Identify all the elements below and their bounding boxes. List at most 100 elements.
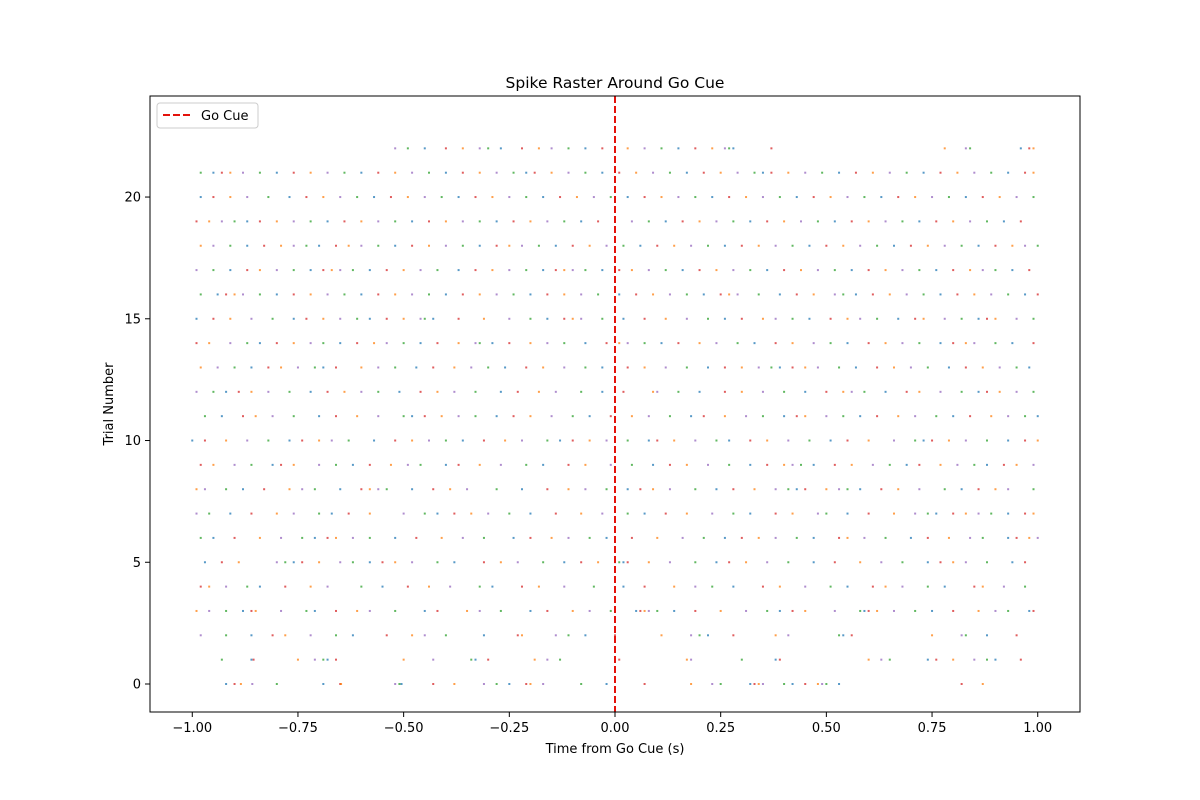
spike-marker [787,561,790,564]
spike-marker [246,439,249,442]
chart-title: Spike Raster Around Go Cue [506,74,725,92]
spike-marker [622,244,625,247]
spike-marker [225,634,228,637]
spike-marker [605,342,608,345]
spike-marker [343,390,346,393]
spike-marker [969,536,972,539]
x-tick-label: 0.25 [706,721,735,736]
spike-marker [288,439,291,442]
spike-marker [250,366,253,369]
spike-marker [825,488,828,491]
spike-marker [394,366,397,369]
spike-marker [630,463,633,466]
spike-marker [275,269,278,272]
spike-marker [478,585,481,588]
spike-marker [774,658,777,661]
spike-marker [567,536,570,539]
spike-marker [740,366,743,369]
spike-marker [271,463,274,466]
spike-marker [1024,293,1027,296]
spike-marker [292,463,295,466]
spike-marker [499,609,502,612]
spike-marker [377,415,380,418]
spike-marker [825,415,828,418]
spike-marker [292,293,295,296]
spike-marker [296,366,299,369]
spike-marker [381,561,384,564]
spike-marker [542,196,545,199]
spike-marker [449,585,452,588]
spike-marker [250,463,253,466]
spike-marker [783,390,786,393]
spike-marker [343,171,346,174]
spike-marker [212,463,215,466]
spike-marker [774,536,777,539]
spike-marker [745,415,748,418]
spike-marker [537,585,540,588]
spike-marker [309,171,312,174]
spike-marker [258,585,261,588]
spike-marker [423,634,426,637]
spike-marker [309,585,312,588]
spike-marker [1032,463,1035,466]
spike-marker [795,488,798,491]
spike-marker [986,463,988,466]
spike-marker [225,293,228,296]
spike-marker [981,536,984,539]
spike-marker [254,415,257,418]
spike-marker [499,390,502,393]
spike-marker [251,683,254,685]
spike-marker [956,463,959,466]
spike-marker [394,293,397,296]
spike-marker [199,196,202,199]
spike-marker [330,439,333,442]
spike-marker [258,342,261,345]
spike-marker [1007,512,1010,515]
spike-marker [601,171,604,174]
spike-marker [529,683,532,685]
spike-marker [981,196,984,199]
spike-marker [681,269,684,272]
spike-marker [656,536,659,539]
spike-marker [563,561,566,564]
spike-marker [685,293,688,296]
spike-marker [322,683,325,685]
spike-marker [922,171,925,174]
spike-marker [461,220,464,223]
spike-marker [677,196,680,199]
spike-marker [225,439,228,442]
spike-marker [690,683,693,685]
spike-marker [423,196,426,199]
spike-marker [707,463,709,466]
spike-marker [973,585,976,588]
spike-marker [770,171,773,174]
spike-marker [926,512,929,515]
spike-marker [935,269,938,272]
spike-marker [567,488,570,491]
spike-marker [656,244,659,247]
spike-marker [516,561,519,564]
spike-marker [774,342,777,345]
spike-marker [339,342,342,345]
spike-marker [495,488,498,491]
spike-marker [876,609,879,612]
spike-marker [423,609,426,612]
spike-marker [525,269,528,272]
spike-marker [601,147,604,150]
spike-marker [1007,609,1010,612]
spike-marker [203,439,206,442]
spike-marker [715,269,718,272]
spike-marker [770,147,773,150]
spike-marker [732,585,735,588]
spike-marker [842,390,845,393]
spike-marker [854,293,857,296]
y-tick-label: 0 [133,678,141,693]
spike-marker [787,171,790,174]
spike-marker [525,683,528,685]
spike-marker [474,342,477,345]
spike-marker [432,683,435,685]
spike-marker [229,269,232,272]
spike-marker [838,634,841,637]
spike-marker [330,269,333,272]
spike-marker [914,196,917,199]
